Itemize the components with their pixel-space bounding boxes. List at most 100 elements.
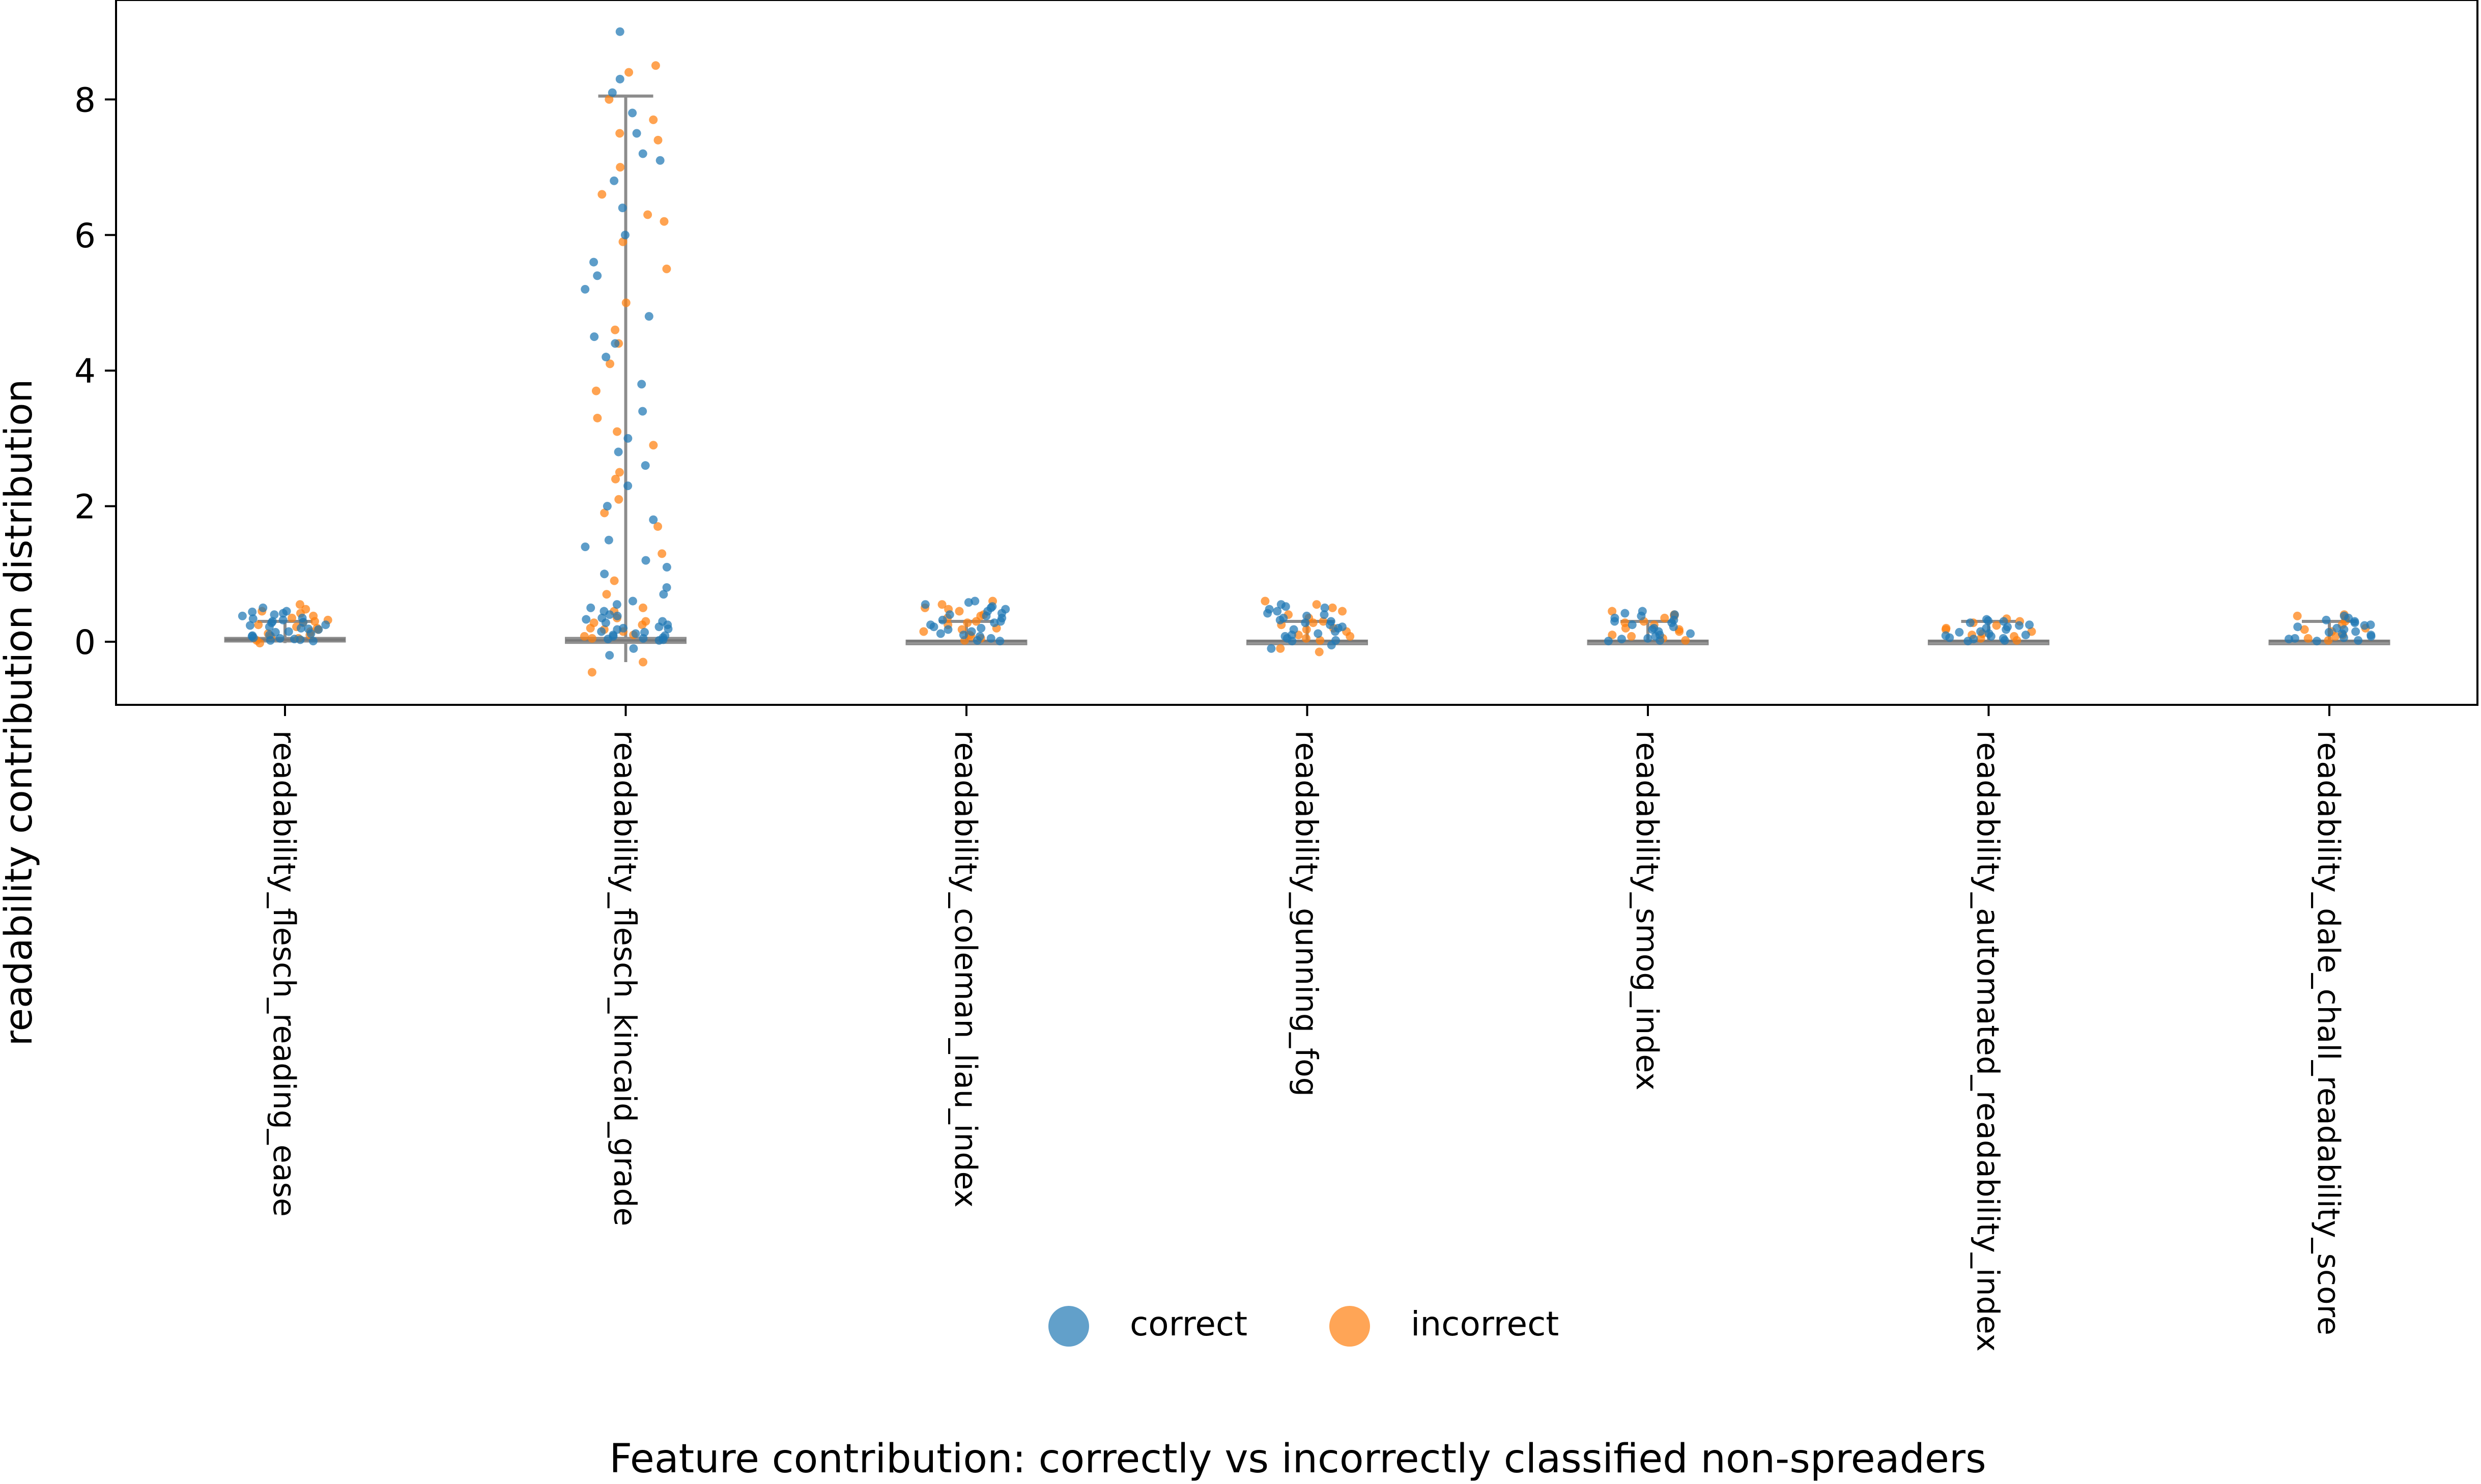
data-point-incorrect	[301, 605, 310, 614]
data-point-correct	[620, 231, 630, 240]
data-point-correct	[936, 629, 945, 638]
data-point-correct	[1337, 622, 1347, 632]
data-point-correct	[593, 271, 602, 280]
data-point-correct	[238, 611, 247, 620]
data-point-incorrect	[589, 618, 598, 627]
data-point-correct	[601, 618, 610, 627]
data-point-correct	[613, 625, 622, 634]
data-point-correct	[2312, 637, 2321, 646]
data-point-correct	[1620, 609, 1630, 618]
data-point-correct	[1941, 631, 1950, 640]
data-point-incorrect	[2293, 611, 2302, 620]
data-point-correct	[988, 602, 997, 611]
data-point-correct	[661, 631, 670, 640]
y-tick-label: 0	[74, 623, 96, 662]
y-tick-label: 8	[74, 80, 96, 120]
legend-marker-incorrect	[1329, 1306, 1370, 1347]
data-point-correct	[1263, 609, 1272, 618]
data-point-correct	[248, 607, 257, 616]
data-point-correct	[1637, 611, 1646, 620]
data-point-correct	[1651, 632, 1660, 641]
data-point-incorrect	[638, 620, 647, 630]
data-point-correct	[641, 556, 650, 565]
data-point-correct	[314, 625, 323, 634]
data-point-correct	[2360, 621, 2369, 630]
data-point-correct	[290, 635, 299, 644]
data-point-correct	[631, 629, 640, 638]
data-point-incorrect	[602, 590, 611, 599]
data-point-incorrect	[1276, 644, 1285, 653]
x-tick-label: readability_coleman_liau_index	[948, 730, 983, 1208]
data-point-incorrect	[613, 427, 622, 436]
data-point-correct	[605, 651, 614, 660]
data-point-correct	[1604, 637, 1613, 646]
data-point-correct	[986, 634, 995, 643]
data-point-incorrect	[651, 61, 660, 70]
data-point-incorrect	[1681, 636, 1690, 645]
data-point-correct	[1267, 644, 1276, 653]
data-point-incorrect	[615, 129, 624, 138]
data-point-incorrect	[1660, 613, 1669, 622]
data-point-correct	[990, 618, 999, 627]
data-point-correct	[1643, 634, 1652, 643]
data-point-correct	[2350, 618, 2359, 627]
data-point-correct	[1610, 613, 1619, 622]
data-point-incorrect	[611, 325, 620, 334]
data-point-correct	[976, 632, 985, 641]
data-point-incorrect	[2300, 625, 2309, 634]
data-point-correct	[637, 380, 646, 389]
data-point-correct	[582, 615, 591, 624]
data-point-correct	[628, 108, 637, 118]
x-axis-label: Feature contribution: correctly vs incor…	[609, 1436, 1986, 1482]
x-tick-label: readability_automated_readability_index	[1970, 730, 2006, 1352]
data-point-incorrect	[1346, 632, 1355, 641]
data-point-correct	[308, 637, 318, 646]
data-point-correct	[632, 129, 641, 138]
x-axis: readability_flesch_reading_ease readabili…	[266, 705, 2346, 1352]
data-point-correct	[1320, 610, 1329, 619]
data-point-incorrect	[653, 135, 663, 145]
data-point-correct	[612, 600, 621, 609]
data-point-correct	[2025, 620, 2034, 630]
data-point-correct	[997, 609, 1006, 618]
data-point-correct	[638, 149, 647, 158]
y-tick-label: 6	[74, 216, 96, 255]
legend-label-incorrect: incorrect	[1411, 1304, 1559, 1344]
data-point-correct	[655, 156, 665, 165]
data-point-correct	[1280, 632, 1290, 641]
data-point-correct	[2339, 633, 2348, 642]
data-point-correct	[615, 74, 624, 83]
data-point-correct	[581, 543, 590, 552]
legend-marker-correct	[1048, 1306, 1089, 1347]
data-point-correct	[1289, 625, 1298, 634]
data-point-incorrect	[658, 549, 667, 558]
data-point-incorrect	[919, 627, 928, 636]
data-point-correct	[1955, 627, 1964, 637]
data-point-incorrect	[1338, 607, 1347, 616]
data-point-incorrect	[2303, 634, 2313, 643]
data-point-correct	[1648, 625, 1657, 634]
data-point-correct	[2324, 627, 2333, 637]
data-point-correct	[1273, 607, 1282, 616]
data-point-correct	[275, 634, 284, 643]
data-point-correct	[664, 624, 673, 634]
data-point-correct	[259, 603, 268, 612]
y-tick-label: 4	[74, 352, 96, 391]
data-point-correct	[597, 627, 606, 636]
data-point-incorrect	[2010, 632, 2019, 641]
y-axis-label: readability contribution distribution	[0, 379, 41, 1046]
data-point-correct	[1288, 637, 1297, 646]
data-point-correct	[610, 176, 619, 185]
data-point-incorrect	[587, 634, 596, 643]
data-point-correct	[1302, 611, 1311, 620]
data-point-correct	[2354, 636, 2363, 645]
data-point-correct	[638, 407, 647, 416]
data-point-correct	[608, 88, 617, 97]
data-point-correct	[248, 631, 257, 640]
data-point-incorrect	[1627, 632, 1636, 641]
data-point-incorrect	[606, 359, 615, 368]
data-point-correct	[644, 312, 653, 321]
data-point-correct	[2366, 632, 2376, 641]
data-point-correct	[613, 611, 622, 620]
